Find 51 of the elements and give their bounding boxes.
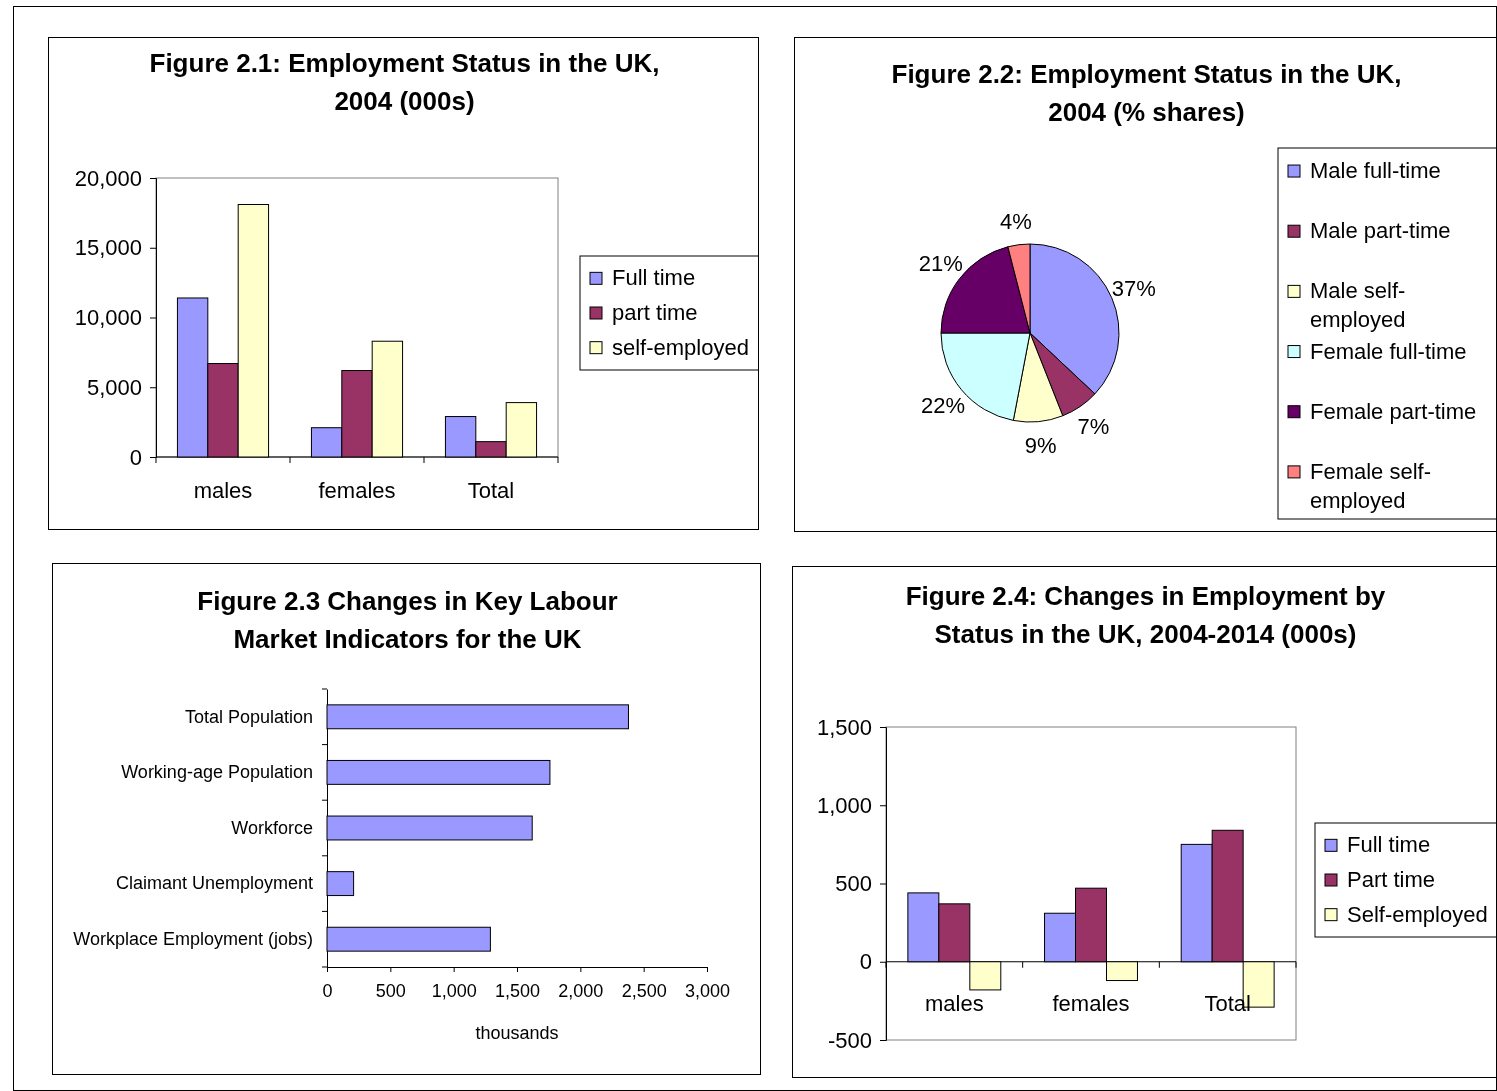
chart-title: Figure 2.1: Employment Status in the UK, 2004 (000s) (149, 48, 660, 116)
legend-label: Female self-employed (1310, 458, 1432, 513)
legend-label: self-employed (612, 334, 749, 360)
x-tick-label: females (1052, 991, 1130, 1016)
legend-label: Female full-time (1310, 338, 1467, 364)
y-tick-label: 10,000 (74, 305, 142, 331)
y-tick-label: Total Population (184, 706, 313, 727)
legend-label: Female part-time (1310, 398, 1477, 424)
data-label: 21% (918, 251, 963, 277)
x-tick-label: 2,000 (558, 980, 604, 1001)
data-label: 9% (1024, 433, 1057, 459)
x-tick-label: Total (1204, 991, 1251, 1016)
x-tick-label: Total (467, 478, 515, 503)
y-tick-label: 20,000 (74, 165, 142, 191)
y-tick-label: 5,000 (86, 374, 142, 400)
data-label: 37% (1111, 275, 1156, 301)
legend-label: Part time (1347, 867, 1436, 892)
legend-label: Full time (612, 265, 696, 291)
x-tick-label: males (193, 478, 253, 503)
y-tick-label: -500 (827, 1027, 872, 1053)
y-tick-label: 0 (859, 949, 872, 975)
y-tick-label: Claimant Unemployment (115, 873, 313, 894)
x-tick-label: 2,500 (621, 980, 667, 1001)
y-tick-label: 500 (835, 871, 872, 897)
data-label: 22% (920, 392, 965, 418)
x-tick-label: 500 (375, 980, 406, 1001)
legend-label: Self-employed (1347, 901, 1488, 927)
x-tick-label: females (318, 478, 396, 503)
legend-label: Male part-time (1310, 218, 1451, 244)
legend-label: part time (612, 300, 698, 325)
y-tick-label: 1,000 (816, 792, 872, 818)
x-tick-label: 1,500 (494, 980, 541, 1001)
y-tick-label: Workplace Employment (jobs) (73, 928, 313, 949)
x-axis-title: thousands (475, 1023, 559, 1043)
data-label: 4% (999, 208, 1032, 234)
legend-label: Male full-time (1310, 158, 1441, 184)
x-tick-label: 0 (322, 980, 333, 1001)
x-tick-label: 3,000 (684, 980, 731, 1001)
chart-title: Figure 2.3 Changes in Key Labour Market Indicators for the UK (197, 586, 618, 654)
y-tick-label: 15,000 (74, 235, 142, 261)
chart-title: Figure 2.2: Employment Status in the UK, 2004 (% shares) (891, 59, 1402, 127)
y-tick-label: 1,500 (816, 714, 872, 740)
y-tick-label: 0 (129, 444, 142, 470)
legend-label: Full time (1347, 832, 1431, 858)
legend-label: Male self-employed (1310, 278, 1406, 333)
chart-title: Figure 2.4: Changes in Employment by Status in the UK, 2004-2014 (000s) (905, 581, 1386, 649)
x-tick-label: males (924, 991, 984, 1016)
y-tick-label: Workforce (231, 817, 313, 838)
data-label: 7% (1077, 414, 1110, 440)
y-tick-label: Working-age Population (121, 762, 313, 783)
x-tick-label: 1,000 (431, 980, 477, 1001)
